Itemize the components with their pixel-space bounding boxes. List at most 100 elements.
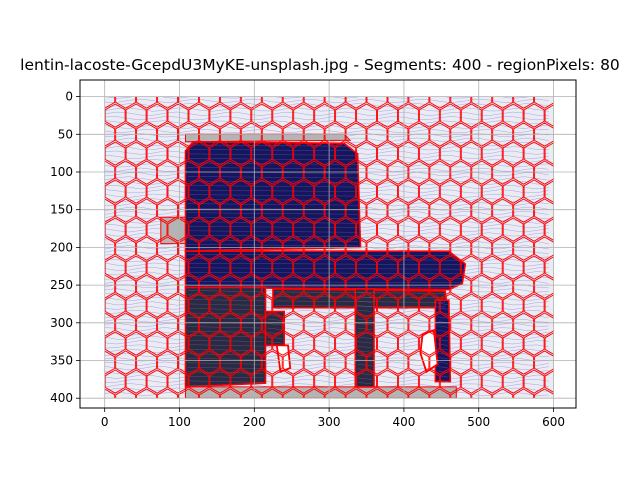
superpixel-cell xyxy=(397,217,419,242)
superpixel-cell xyxy=(251,179,273,204)
superpixel-cell xyxy=(450,160,472,185)
superpixel-cell xyxy=(492,350,514,375)
superpixel-cell xyxy=(387,312,409,337)
superpixel-cell xyxy=(198,198,220,223)
superpixel-cell xyxy=(230,255,252,280)
superpixel-cell xyxy=(178,274,199,299)
contour-line xyxy=(187,176,359,179)
superpixel-cell xyxy=(125,369,147,394)
superpixel-cell xyxy=(167,331,189,356)
superpixel-cell xyxy=(556,237,576,260)
superpixel-cell xyxy=(146,103,168,128)
superpixel-cell xyxy=(219,236,241,261)
superpixel-cell xyxy=(178,160,199,185)
superpixel-cell xyxy=(230,179,252,204)
contour-line xyxy=(187,239,359,242)
superpixel-cell xyxy=(167,293,189,318)
superpixel-cell xyxy=(544,370,554,393)
superpixel-cell xyxy=(282,96,304,109)
contour-line xyxy=(187,212,359,215)
superpixel-cell xyxy=(198,96,220,109)
superpixel-cell xyxy=(146,369,168,394)
superpixel-cell xyxy=(377,179,398,204)
superpixel-cell xyxy=(335,217,357,242)
superpixel-cell xyxy=(115,274,137,299)
superpixel-cell xyxy=(324,198,346,223)
superpixel-cell xyxy=(335,369,357,394)
superpixel-cell xyxy=(219,312,241,337)
flow-line xyxy=(104,335,549,340)
flow-line xyxy=(104,111,549,116)
superpixel-cell xyxy=(408,160,430,185)
superpixel-cell xyxy=(534,122,554,147)
superpixel-cell xyxy=(303,96,325,109)
x-tick-label: 600 xyxy=(542,415,565,429)
y-tick-label: 250 xyxy=(50,278,73,292)
superpixel-cell xyxy=(125,331,147,356)
contour-line xyxy=(357,323,372,326)
superpixel-cell xyxy=(460,217,482,242)
superpixel-cell xyxy=(104,179,126,204)
superpixel-cell xyxy=(439,103,461,128)
superpixel-cell xyxy=(136,274,158,299)
superpixel-cell xyxy=(230,103,252,128)
superpixel-cell xyxy=(219,122,241,147)
superpixel-cell xyxy=(251,331,273,356)
superpixel-cell xyxy=(293,331,315,356)
superpixel-cell xyxy=(261,96,283,109)
superpixel-cell xyxy=(387,350,409,375)
superpixel-cell xyxy=(544,256,554,279)
superpixel-cell xyxy=(523,141,545,166)
superpixel-cell xyxy=(115,160,137,185)
superpixel-cell xyxy=(282,312,304,337)
contour-line xyxy=(357,364,372,366)
superpixel-cell xyxy=(408,122,430,147)
superpixel-cell xyxy=(314,141,336,166)
superpixel-cell xyxy=(387,274,409,299)
superpixel-cell xyxy=(324,312,346,337)
superpixel-cell xyxy=(335,331,357,356)
superpixel-cell xyxy=(198,388,220,399)
superpixel-cell xyxy=(314,179,336,204)
contour-line xyxy=(267,341,283,344)
superpixel-cell xyxy=(240,388,262,399)
superpixel-cell xyxy=(513,236,535,261)
superpixel-cell xyxy=(157,198,178,223)
superpixel-cell xyxy=(429,388,451,399)
superpixel-cell xyxy=(230,293,252,318)
contour-line xyxy=(267,327,283,330)
superpixel-cell xyxy=(282,350,304,375)
superpixel-cell xyxy=(157,388,178,399)
superpixel-cell xyxy=(240,312,262,337)
superpixel-cell xyxy=(460,103,482,128)
superpixel-cell xyxy=(523,369,545,394)
superpixel-cell xyxy=(408,198,430,223)
superpixel-cell xyxy=(345,198,367,223)
superpixel-cell xyxy=(198,350,220,375)
superpixel-cell xyxy=(314,255,336,280)
superpixel-cell xyxy=(534,236,554,261)
superpixel-cell xyxy=(209,103,231,128)
superpixel-cell xyxy=(450,96,472,109)
superpixel-cell xyxy=(335,141,357,166)
superpixel-cell xyxy=(366,160,388,185)
flow-line xyxy=(104,378,549,384)
superpixel-cell xyxy=(303,274,325,299)
contour-line xyxy=(275,300,446,303)
superpixel-cell xyxy=(136,350,158,375)
superpixel-cell xyxy=(513,198,535,223)
superpixel-cell xyxy=(261,388,283,399)
superpixel-cell xyxy=(366,236,388,261)
superpixel-cell xyxy=(324,350,346,375)
superpixel-cell xyxy=(335,293,357,318)
superpixel-cell xyxy=(450,312,472,337)
superpixel-cell xyxy=(293,141,315,166)
superpixel-cell xyxy=(408,274,430,299)
superpixel-cell xyxy=(502,255,524,280)
superpixel-cell xyxy=(345,274,367,299)
superpixel-cell xyxy=(178,312,199,337)
superpixel-cell xyxy=(115,122,137,147)
superpixel-cell xyxy=(377,255,398,280)
superpixel-cell xyxy=(282,122,304,147)
superpixel-cell xyxy=(167,255,189,280)
